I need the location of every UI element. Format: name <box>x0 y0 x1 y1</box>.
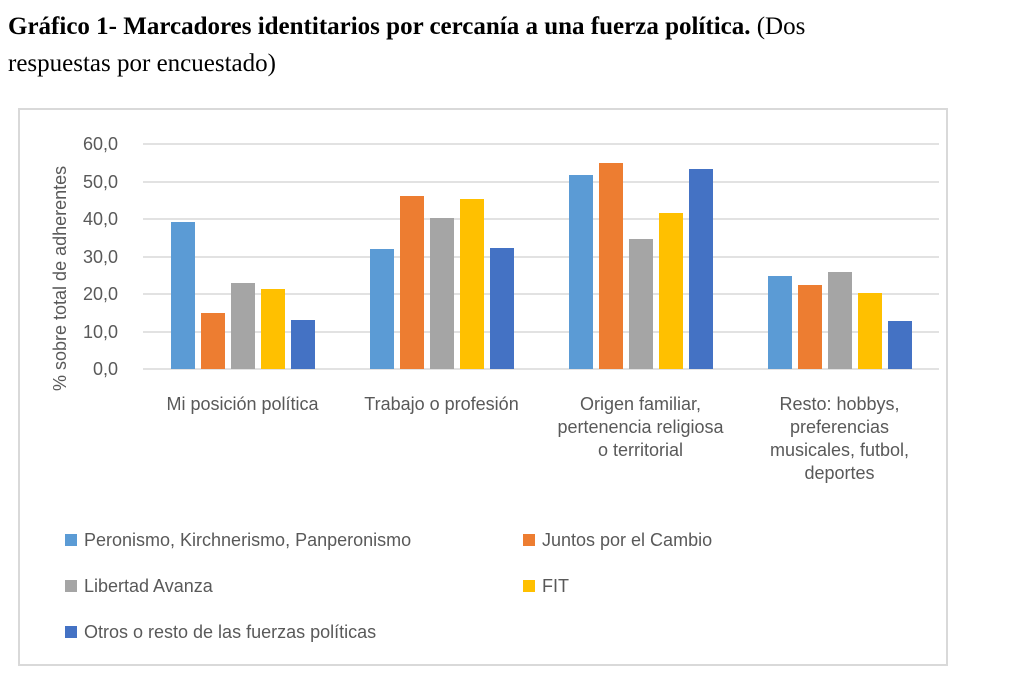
legend-swatch-icon <box>65 626 77 638</box>
chart-title: Gráfico 1- Marcadores identitarios por c… <box>8 8 1022 82</box>
gridline <box>143 180 939 183</box>
legend-item: Juntos por el Cambio <box>523 529 712 551</box>
legend-label: Libertad Avanza <box>84 575 213 596</box>
x-category-label: Origen familiar, pertenencia religiosa o… <box>557 394 724 460</box>
y-tick-label: 10,0 <box>82 321 118 342</box>
bar <box>688 169 713 369</box>
bar <box>369 249 394 369</box>
bar-group <box>143 144 342 369</box>
chart-title-bold: Gráfico 1- Marcadores identitarios por c… <box>8 13 751 40</box>
legend-item: Otros o resto de las fuerzas políticas <box>65 621 523 643</box>
x-category-label: Resto: hobbys, preferencias musicales, f… <box>769 394 910 483</box>
bar <box>628 239 653 369</box>
gridline <box>143 368 939 370</box>
y-tick-label: 30,0 <box>82 246 118 267</box>
legend-label: Peronismo, Kirchnerismo, Panperonismo <box>84 529 412 550</box>
chart-frame: % sobre total de adherentes 60,0 50,0 40,0… <box>18 108 948 666</box>
legend-swatch-icon <box>523 580 535 592</box>
gridline <box>143 218 939 220</box>
gridline <box>143 293 939 295</box>
legend-item: FIT <box>523 575 712 597</box>
bar <box>200 313 225 369</box>
legend-swatch-icon <box>65 580 77 592</box>
bar <box>459 199 484 369</box>
y-tick-label: 40,0 <box>82 209 118 229</box>
bar <box>489 248 514 369</box>
x-category-label: Trabajo o profesión <box>364 394 519 414</box>
bar <box>797 285 822 369</box>
legend-swatch-icon <box>65 534 77 546</box>
legend-label: Juntos por el Cambio <box>542 529 713 550</box>
bar <box>399 196 424 369</box>
bar <box>598 163 623 369</box>
y-tick-label: 20,0 <box>82 284 118 304</box>
y-tick-label: 60,0 <box>82 134 118 154</box>
y-tick-label: 0,0 <box>92 359 118 379</box>
bar <box>887 321 912 369</box>
plot-area <box>143 143 939 370</box>
bar <box>767 276 792 369</box>
chart-title-tail: (Dos <box>750 13 806 40</box>
y-tick-label: 50,0 <box>82 171 118 192</box>
bar <box>170 222 195 369</box>
bar <box>429 218 454 369</box>
bar <box>658 213 683 369</box>
legend-item: Peronismo, Kirchnerismo, Panperonismo <box>65 529 523 551</box>
bar <box>230 283 255 369</box>
bar <box>260 289 285 369</box>
chart-title-line2: respuestas por encuestado) <box>8 50 276 77</box>
bar <box>290 320 315 369</box>
x-category-label: Mi posición política <box>166 394 319 414</box>
gridline <box>143 330 939 333</box>
bar-group <box>740 144 939 369</box>
bar <box>568 175 593 369</box>
gridline <box>143 143 939 145</box>
legend-swatch-icon <box>523 534 535 546</box>
bar <box>857 293 882 369</box>
bar-group <box>541 144 740 369</box>
legend: Peronismo, Kirchnerismo, Panperonismo Jun… <box>65 529 712 643</box>
legend-label: Otros o resto de las fuerzas políticas <box>84 621 377 642</box>
gridline <box>143 255 939 258</box>
legend-label: FIT <box>542 575 569 596</box>
bar-group <box>342 144 541 369</box>
legend-item: Libertad Avanza <box>65 575 523 597</box>
bar <box>827 272 852 369</box>
